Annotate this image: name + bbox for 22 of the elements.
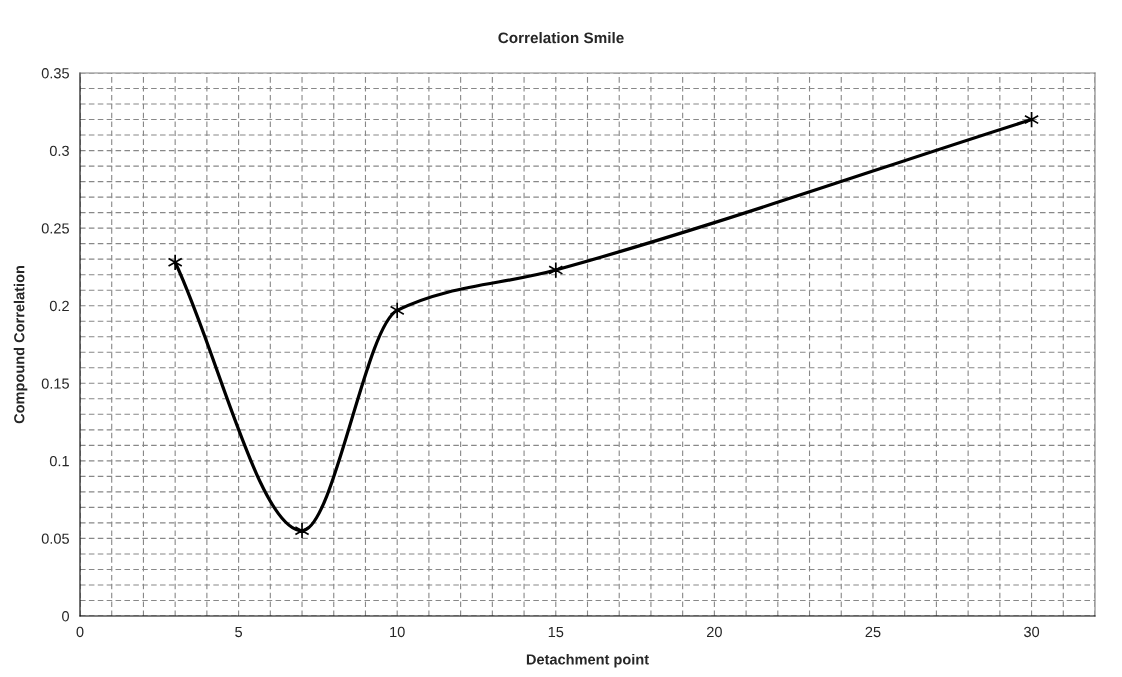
y-tick-label: 0.15	[41, 378, 69, 389]
x-tick-label: 15	[548, 626, 564, 638]
y-tick-label: 0.2	[49, 300, 69, 312]
point	[548, 261, 564, 279]
x-tick-label: 0	[76, 626, 84, 638]
y-tick-label: 0.3	[49, 145, 69, 156]
x-tick-label: 25	[865, 626, 881, 638]
x-axis-title: Detachment point	[526, 653, 649, 668]
x-tick-label: 20	[707, 626, 722, 638]
y-tick-label: 0.1	[49, 455, 69, 467]
y-axis-title: Compound Correlation	[13, 266, 28, 424]
y-tick-label: 0.25	[41, 223, 69, 234]
y-tick-label: 0.35	[41, 68, 69, 79]
x-tick-label: 10	[390, 626, 405, 638]
x-tick-label: 5	[235, 626, 243, 638]
x-tick-label: 30	[1024, 626, 1040, 638]
chart-title: Correlation Smile	[498, 32, 624, 44]
y-tick-label: 0.05	[41, 533, 69, 544]
point	[167, 253, 183, 271]
point	[389, 301, 405, 319]
y-tick-label: 0	[62, 611, 70, 622]
point	[294, 522, 310, 540]
